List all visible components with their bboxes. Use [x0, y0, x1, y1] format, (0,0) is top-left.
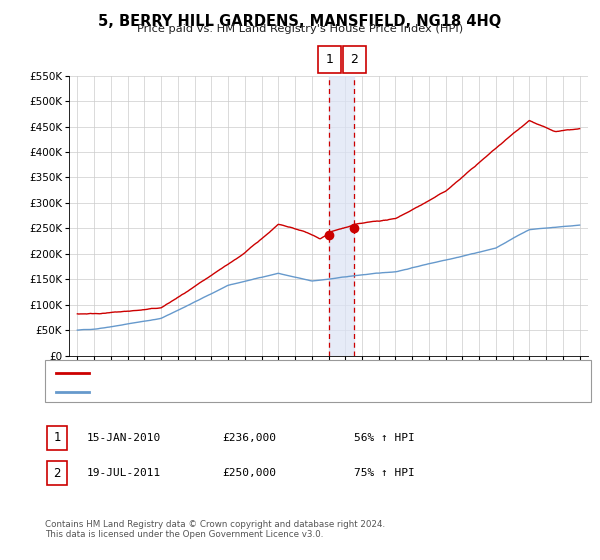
Text: 1: 1 [325, 53, 333, 66]
Text: Price paid vs. HM Land Registry's House Price Index (HPI): Price paid vs. HM Land Registry's House … [137, 24, 463, 34]
Text: 5, BERRY HILL GARDENS, MANSFIELD, NG18 4HQ (detached house): 5, BERRY HILL GARDENS, MANSFIELD, NG18 4… [96, 368, 431, 377]
Text: 75% ↑ HPI: 75% ↑ HPI [354, 468, 415, 478]
Text: 1: 1 [53, 431, 61, 445]
Text: 5, BERRY HILL GARDENS, MANSFIELD, NG18 4HQ: 5, BERRY HILL GARDENS, MANSFIELD, NG18 4… [98, 14, 502, 29]
Text: £236,000: £236,000 [222, 433, 276, 443]
Text: This data is licensed under the Open Government Licence v3.0.: This data is licensed under the Open Gov… [45, 530, 323, 539]
Text: 56% ↑ HPI: 56% ↑ HPI [354, 433, 415, 443]
Text: Contains HM Land Registry data © Crown copyright and database right 2024.: Contains HM Land Registry data © Crown c… [45, 520, 385, 529]
Text: £250,000: £250,000 [222, 468, 276, 478]
Bar [329, 76, 354, 356]
Text: 2: 2 [53, 466, 61, 480]
Text: 19-JUL-2011: 19-JUL-2011 [87, 468, 161, 478]
Text: HPI: Average price, detached house, Mansfield: HPI: Average price, detached house, Mans… [96, 386, 329, 396]
Text: 2: 2 [350, 53, 358, 66]
Text: 15-JAN-2010: 15-JAN-2010 [87, 433, 161, 443]
